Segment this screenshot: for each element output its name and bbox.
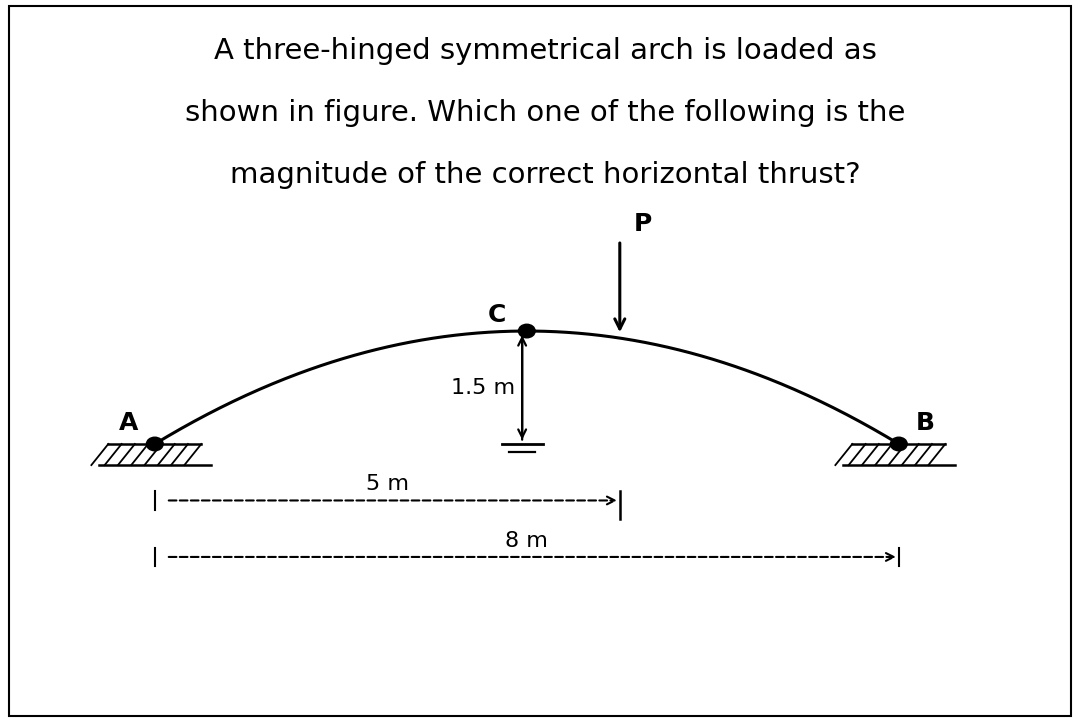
Circle shape [518,324,536,338]
Text: magnitude of the correct horizontal thrust?: magnitude of the correct horizontal thru… [230,161,861,189]
Text: A three-hinged symmetrical arch is loaded as: A three-hinged symmetrical arch is loade… [214,38,877,66]
Circle shape [147,438,163,451]
Text: B: B [916,411,934,435]
Text: 1.5 m: 1.5 m [450,378,515,398]
Text: A: A [119,411,138,435]
Text: C: C [488,303,507,326]
Text: 8 m: 8 m [505,531,549,551]
Text: 5 m: 5 m [366,474,409,495]
Circle shape [890,438,907,451]
Text: shown in figure. Which one of the following is the: shown in figure. Which one of the follow… [185,99,906,127]
Text: P: P [634,212,652,236]
